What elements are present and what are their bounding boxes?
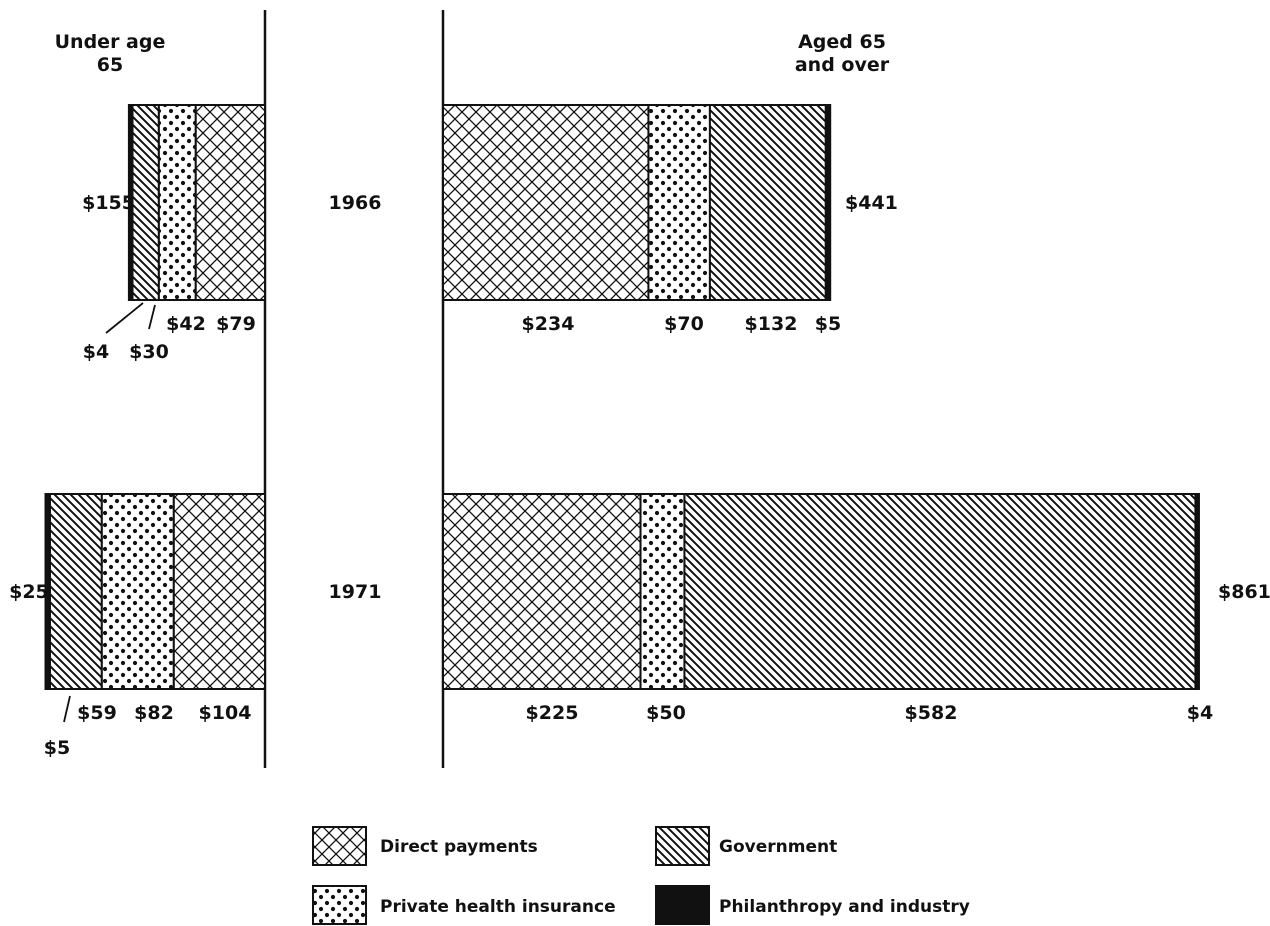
value-label-under65-1971-private: $82 [134, 702, 174, 724]
value-label-under65-1971-gov: $59 [77, 702, 117, 724]
bar-segment-over-1966-private [647, 104, 711, 301]
bar-segment-over-1971-phil [1194, 493, 1200, 690]
bar-segment-over-1966-direct [442, 104, 650, 301]
bar-segment-under-1966-gov [131, 104, 160, 301]
bar-segment-over-1971-private [639, 493, 686, 690]
value-label-under65-1966-direct: $79 [216, 313, 256, 335]
value-label-over65-1966-private: $70 [664, 313, 704, 335]
legend-label-government: Government [719, 837, 837, 857]
bar-segment-under-1971-gov [48, 493, 103, 690]
over65-title-line1: Aged 65 [798, 31, 886, 53]
bar-segment-under-1971-private [100, 493, 175, 690]
value-label-under65-1971-direct: $104 [199, 702, 252, 724]
legend-swatch-philanthropy-and-industry [655, 885, 710, 925]
bar-segment-under-1971-direct [172, 493, 266, 690]
bar-over65-1966 [442, 104, 832, 301]
value-label-under65-1966-gov: $30 [129, 341, 169, 363]
bar-under65-1971 [44, 493, 266, 690]
value-label-over65-1966-direct: $234 [522, 313, 575, 335]
bar-segment-over-1971-direct [442, 493, 642, 690]
value-label-over65-1966-phil: $5 [815, 313, 841, 335]
under65-title-line2: 65 [97, 54, 123, 76]
bar-segment-under-1966-private [157, 104, 197, 301]
legend-swatch-government [655, 826, 710, 866]
value-label-over65-1971-direct: $225 [526, 702, 579, 724]
value-label-under65-1966-private: $42 [166, 313, 206, 335]
bar-segment-over-1966-gov [708, 104, 827, 301]
total-label-over65-1971: $861 [1218, 581, 1270, 603]
value-label-over65-1971-phil: $4 [1187, 702, 1213, 724]
bar-segment-over-1971-gov [683, 493, 1197, 690]
value-label-over65-1971-gov: $582 [905, 702, 958, 724]
leader-under65-1966-gov [148, 304, 156, 330]
value-label-over65-1971-private: $50 [646, 702, 686, 724]
legend-label-philanthropy-and-industry: Philanthropy and industry [719, 897, 970, 917]
year-label-1971: 1971 [329, 581, 382, 603]
bar-segment-under-1966-direct [194, 104, 266, 301]
over65-title-line2: and over [795, 54, 890, 76]
bar-segment-under-1966-phil [127, 104, 134, 301]
leader-under65-1971-phil [63, 695, 71, 723]
total-label-over65-1966: $441 [845, 192, 898, 214]
under65-title-line1: Under age [55, 31, 166, 53]
legend: Direct payments Government Private healt… [312, 826, 970, 925]
bar-segment-under-1971-phil [44, 493, 51, 690]
value-label-under65-1966-phil: $4 [83, 341, 109, 363]
bar-segment-over-1966-phil [824, 104, 832, 301]
legend-swatch-direct-payments [312, 826, 367, 866]
leader-under65-1966-phil [105, 302, 144, 334]
value-label-under65-1971-phil: $5 [44, 737, 70, 759]
bar-under65-1966 [127, 104, 266, 301]
legend-label-private-health-insurance: Private health insurance [380, 897, 616, 917]
total-label-under65-1966: $155 [82, 192, 135, 214]
legend-swatch-private-health-insurance [312, 885, 367, 925]
year-label-1966: 1966 [329, 192, 382, 214]
value-label-over65-1966-gov: $132 [745, 313, 798, 335]
bar-over65-1971 [442, 493, 1200, 690]
legend-label-direct-payments: Direct payments [380, 837, 538, 857]
